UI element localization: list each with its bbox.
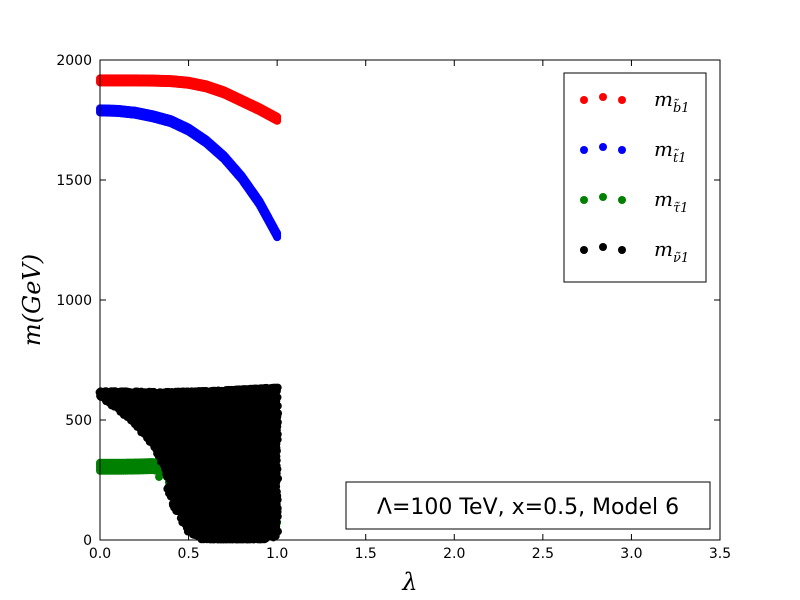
legend-marker (580, 246, 588, 254)
legend-label: mb̃1 (654, 87, 690, 116)
series-3 (95, 383, 283, 544)
x-axis-label: λ (401, 568, 417, 596)
legend-item: mν̃1 (580, 237, 689, 266)
x-tick-label: 0.0 (89, 546, 111, 562)
data-point (273, 233, 282, 242)
y-axis-label: m(GeV) (18, 254, 46, 346)
y-tick-label: 500 (65, 413, 92, 429)
plot-marks (95, 74, 283, 544)
legend-item: mt̃1 (580, 137, 686, 166)
x-tick-label: 1.5 (355, 546, 377, 562)
y-tick-label: 1500 (56, 173, 92, 189)
y-axis: 0 500 1000 1500 2000 (56, 53, 720, 549)
y-tick-label: 0 (83, 533, 92, 549)
x-tick-label: 3.5 (709, 546, 731, 562)
data-point (272, 528, 281, 537)
y-tick-label: 2000 (56, 53, 92, 69)
x-axis: 0.0 0.5 1.0 1.5 2.0 2.5 3.0 3.5 (89, 60, 731, 562)
legend-marker (618, 246, 626, 254)
legend-marker (599, 143, 607, 151)
legend-marker (618, 96, 626, 104)
x-tick-label: 0.5 (177, 546, 199, 562)
legend-marker (618, 196, 626, 204)
legend-marker (580, 196, 588, 204)
legend-item: mb̃1 (580, 87, 690, 116)
legend-item: mτ̃1 (580, 187, 688, 216)
x-tick-label: 3.0 (620, 546, 642, 562)
x-tick-label: 2.0 (443, 546, 465, 562)
legend-marker (599, 193, 607, 201)
data-point (273, 116, 282, 125)
series-1 (96, 104, 282, 242)
legend-label: mt̃1 (654, 137, 686, 166)
series-0 (96, 74, 282, 125)
legend-marker (599, 93, 607, 101)
data-point (273, 383, 282, 392)
legend: mb̃1 mt̃1 mτ̃1 mν̃1 (563, 72, 707, 283)
legend-label: mν̃1 (654, 237, 689, 266)
legend-marker (618, 146, 626, 154)
annotation-text: Λ=100 TeV, x=0.5, Model 6 (377, 495, 679, 520)
legend-marker (580, 146, 588, 154)
annotation-box (345, 481, 711, 530)
data-point (272, 522, 281, 531)
legend-marker (599, 243, 607, 251)
legend-marker (580, 96, 588, 104)
data-point (273, 393, 282, 402)
annotation-box-group: Λ=100 TeV, x=0.5, Model 6 (345, 481, 711, 530)
y-tick-label: 1000 (56, 293, 92, 309)
legend-box (563, 72, 707, 283)
x-tick-label: 2.5 (532, 546, 554, 562)
x-tick-label: 1.0 (266, 546, 288, 562)
legend-label: mτ̃1 (654, 187, 688, 216)
